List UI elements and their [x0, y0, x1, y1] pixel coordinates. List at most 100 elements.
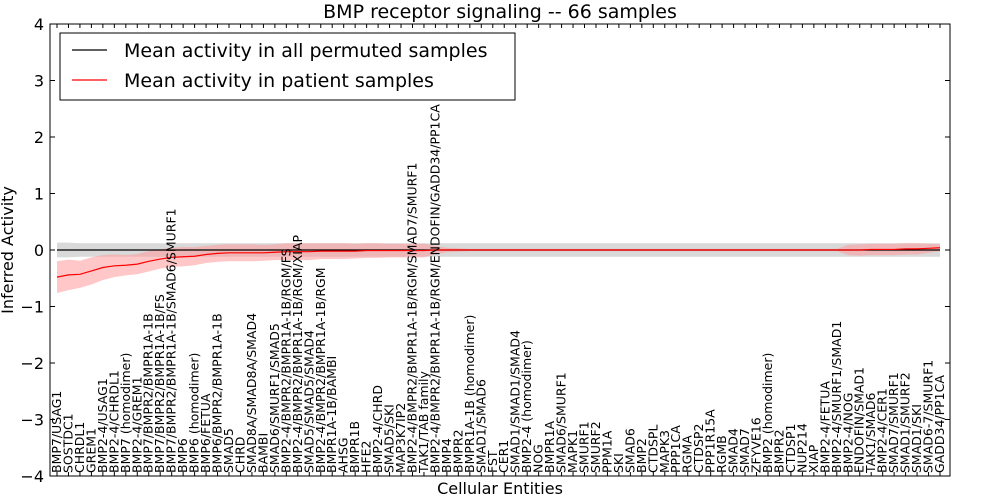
category-label: BMPR2	[771, 429, 786, 473]
category-label: BMP2	[634, 438, 649, 473]
category-label: CTDSP1	[783, 424, 798, 473]
category-label: SMAD1/SMAD6	[473, 379, 488, 473]
category-label: SMAD7	[737, 428, 752, 473]
category-label: SMAD8A/SMAD8A/SMAD4	[244, 313, 259, 473]
category-label: BMP7/BMPR2/BMPR1A-1B/FS	[152, 294, 167, 473]
legend-label-mean-activity-in-patient-samples: Mean activity in patient samples	[124, 70, 434, 92]
category-label: SKI	[611, 453, 626, 473]
category-label: BMP2-4/USAG1	[95, 378, 110, 473]
category-label: SMAD1/SMURF2	[898, 372, 913, 473]
category-label: SMURF2	[588, 421, 603, 473]
category-label: CTDSPL	[645, 425, 660, 473]
category-label: BMP6/FETUA	[198, 393, 213, 473]
category-label: SMAD6-7/SMURF1	[921, 360, 936, 473]
category-label: AHSG	[336, 437, 351, 473]
category-label: BMP2-4/CHRD	[370, 385, 385, 473]
category-label: BMP2-4/CER1	[875, 388, 890, 473]
category-label: SMAD1/SKI	[909, 404, 924, 473]
category-label: GREM1	[83, 428, 98, 473]
category-label: MAP3K7IP2	[393, 403, 408, 473]
category-label: BMP6/BMPR2/BMPR1A-1B	[210, 313, 225, 473]
y-tick-label: −1	[20, 298, 44, 317]
category-label: SMAD6/SMURF1/SMAD5	[267, 323, 282, 473]
category-label: BMP7/BMPR2/BMPR1A-1B	[141, 313, 156, 473]
category-label: ZFYVE16	[749, 417, 764, 473]
y-tick-label: 4	[34, 15, 44, 34]
category-label: BMP2 (homodimer)	[760, 353, 775, 473]
legend-box	[59, 32, 516, 101]
category-label: PPP1R15A	[703, 409, 718, 473]
category-label: SMAD1/SMAD1/SMAD4	[508, 330, 523, 473]
category-label: SMURF1	[577, 421, 592, 473]
band-mean-activity-in-patient-samples	[57, 243, 940, 293]
legend-label-mean-activity-in-all-permuted-samples: Mean activity in all permuted samples	[124, 40, 487, 62]
category-label: SMAD6	[622, 428, 637, 473]
category-label: BMP2-4/BMPR2/BMPR1A-1B/RGM/ENDOFIN/GADD3…	[427, 104, 442, 473]
category-label: RGMA	[680, 435, 695, 473]
category-label: BMP7/USAG1	[49, 391, 64, 473]
category-label: FST	[485, 450, 500, 473]
category-label: BMP2-4/SMURF1/SMAD1	[829, 321, 844, 473]
category-label: BMP7/BMPR2/BMPR1A-1B/SMAD6/SMURF1	[164, 208, 179, 473]
y-tick-label: −3	[20, 411, 44, 430]
y-tick-label: 1	[34, 185, 44, 204]
category-label: BMP2-4/BMPR2/BMPR1A-1B/RGM	[313, 268, 328, 474]
category-label: SMAD7/SMURF1	[886, 372, 901, 473]
category-label: BMP2-4/FETUA	[817, 381, 832, 473]
category-label: BMPR2	[450, 429, 465, 473]
category-label: BMP6 (homodimer)	[187, 353, 202, 473]
y-tick-label: 2	[34, 128, 44, 147]
category-label: CHRDL1	[72, 422, 87, 473]
category-label: BMP2-4/GREM1	[129, 376, 144, 473]
category-label: HFE2	[359, 441, 374, 473]
y-tick-label: 3	[34, 72, 44, 91]
category-label: BMPR1B	[347, 421, 362, 473]
category-label: TAK1/TAB family	[416, 370, 431, 474]
category-label: BMPR1A	[542, 420, 557, 473]
category-label: BMP2-4/BMPR2/BMPR1A-1B/RGM/XIAP	[290, 234, 305, 473]
chart-title: BMP receptor signaling -- 66 samples	[323, 1, 677, 23]
category-label: XIAP	[806, 444, 821, 473]
category-label: CHRD	[232, 437, 247, 473]
category-label: NUP214	[794, 423, 809, 473]
category-label: SMAD6/SMURF1	[554, 372, 569, 473]
category-label: MAPK3	[657, 430, 672, 473]
category-label: BAMBI	[255, 433, 270, 473]
category-label: NOG	[531, 444, 546, 473]
category-label: MAPK1	[565, 430, 580, 473]
series-lines	[56, 247, 941, 278]
y-tick-label: 0	[34, 241, 44, 260]
category-label: GADD34/PP1CA	[932, 375, 947, 473]
category-label: TAK1/SMAD6	[863, 393, 878, 474]
category-label: CER1	[496, 440, 511, 473]
axes: −4 −3 −2 −1 0 1 2 3 4	[20, 15, 951, 486]
y-tick-label: −4	[20, 467, 44, 486]
category-label: BMP2-4/BMPR2/BMPR1A-1B/RGM/FS	[278, 248, 293, 473]
category-labels: BMP7/USAG1SOSTDC1CHRDL1GREM1BMP2-4/USAG1…	[49, 104, 947, 474]
y-axis-title: Inferred Activity	[0, 186, 17, 314]
category-label: PPM1A	[599, 430, 614, 473]
category-label: ENDOFIN/SMAD1	[852, 367, 867, 473]
line-mean-activity-in-patient-samples	[56, 247, 941, 278]
category-label: SMAD5/SKI	[382, 404, 397, 473]
category-label: BMP2-4/CHRDL1	[106, 370, 121, 473]
category-label: PPP1CA	[668, 425, 683, 473]
category-label: BMP2-4/BMPR2/BMPR1A-1B/RGM/SMAD7/SMURF1	[404, 163, 419, 473]
category-label: BMPR1A-1B (homodimer)	[462, 315, 477, 473]
y-tick-label: −2	[20, 354, 44, 373]
category-label: BMP6	[175, 438, 190, 473]
category-label: BMP2-4/NOG	[840, 393, 855, 473]
category-label: SOSTDC1	[60, 413, 75, 473]
category-label: RGMB	[714, 435, 729, 473]
category-label: BMP2-4 (homodimer)	[519, 340, 534, 473]
category-label: BMPR1A-1B/BAMBI	[324, 356, 339, 473]
category-label: BMP7 (homodimer)	[118, 353, 133, 473]
category-label: CTDSP2	[691, 424, 706, 473]
category-label: BMP4	[439, 438, 454, 473]
category-label: SMAD5/SMAD5/SMAD4	[301, 330, 316, 473]
category-label: SMAD5	[221, 428, 236, 473]
category-label: SMAD4	[726, 428, 741, 473]
x-axis-title: Cellular Entities	[437, 479, 563, 498]
legend: Mean activity in all permuted samples Mea…	[59, 32, 516, 101]
